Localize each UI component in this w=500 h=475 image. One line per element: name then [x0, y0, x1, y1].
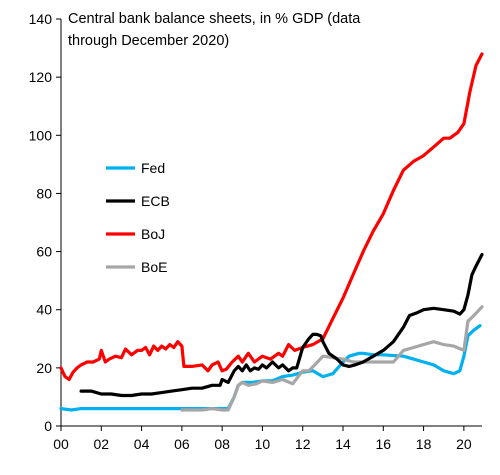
y-tick-label: 0: [44, 418, 52, 434]
x-tick-label: 00: [53, 436, 69, 452]
chart-title-line-1: Central bank balance sheets, in % GDP (d…: [68, 11, 361, 27]
y-tick-label: 40: [36, 302, 52, 318]
axes: 0 20 40 60 80 100 120 140 00 02 04 06 08 10 12 14 16 18 20: [29, 11, 482, 452]
series-lines: [59, 52, 484, 412]
y-tick-label: 140: [29, 11, 53, 27]
y-tick-label: 120: [29, 69, 53, 85]
x-tick-label: 12: [295, 436, 311, 452]
series-line-ecb: [79, 252, 484, 398]
x-tick-label: 06: [174, 436, 190, 452]
x-tick-label: 04: [134, 436, 150, 452]
series-line-boe: [180, 305, 484, 412]
x-tick-label: 14: [335, 436, 351, 452]
y-tick-label: 20: [36, 360, 52, 376]
legend-label-boj: BoJ: [141, 226, 165, 242]
legend-label-boe: BoE: [141, 259, 167, 275]
y-tick-label: 80: [36, 185, 52, 201]
x-tick-label: 10: [255, 436, 271, 452]
chart-title: Central bank balance sheets, in % GDP (d…: [68, 11, 361, 49]
x-tick-label: 18: [416, 436, 432, 452]
legend-label-ecb: ECB: [141, 193, 170, 209]
legend-label-fed: Fed: [141, 160, 165, 176]
x-tick-label: 20: [456, 436, 472, 452]
x-tick-label: 08: [214, 436, 230, 452]
x-tick-label: 02: [93, 436, 109, 452]
y-tick-label: 60: [36, 244, 52, 260]
x-tick-label: 16: [376, 436, 392, 452]
series-line-fed: [59, 324, 482, 412]
legend: Fed ECB BoJ BoE: [106, 160, 170, 275]
chart-title-line-2: through December 2020): [68, 33, 229, 49]
series-line-boj: [59, 52, 484, 382]
y-tick-label: 100: [29, 127, 53, 143]
